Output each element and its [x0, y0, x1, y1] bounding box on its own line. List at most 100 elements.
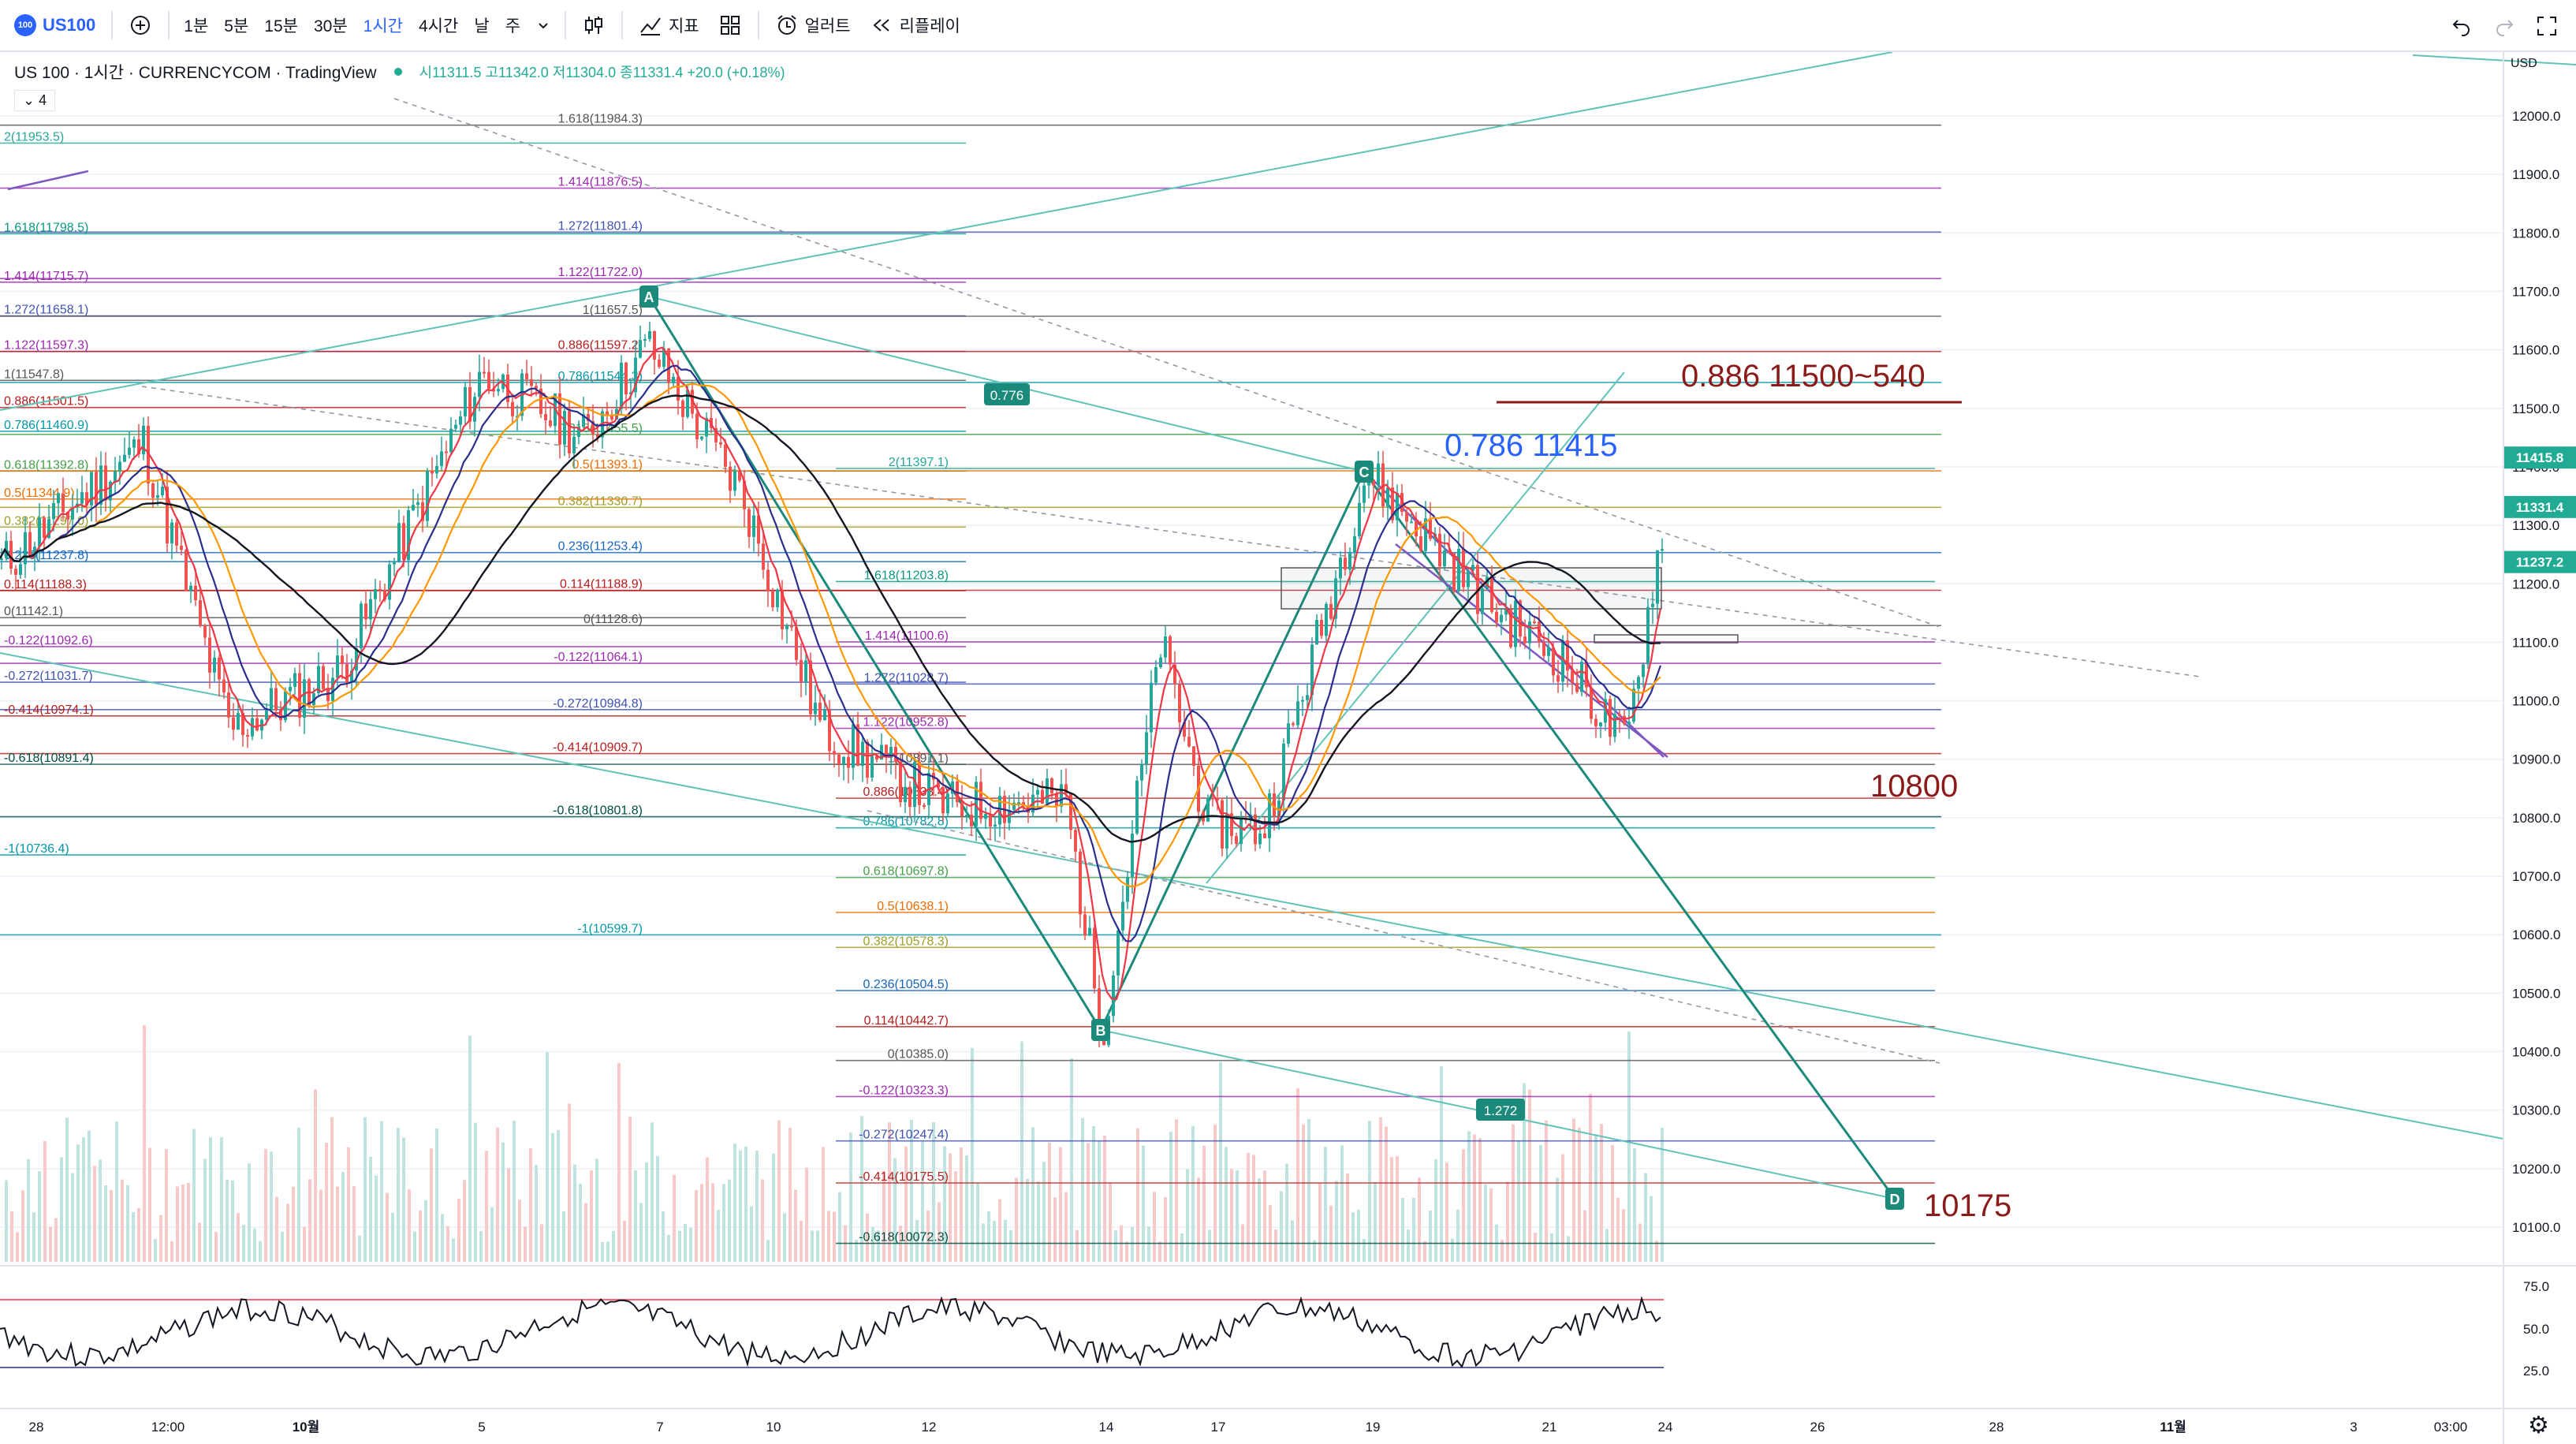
currency-label[interactable]: USD	[2511, 57, 2537, 70]
replay-button[interactable]: 리플레이	[860, 0, 970, 51]
interval-button[interactable]: 30분	[313, 17, 348, 35]
volume-bar	[231, 1180, 234, 1262]
time-tick-label: 12	[922, 1420, 937, 1435]
interval-button[interactable]: 1분	[184, 17, 209, 35]
candle-body	[1504, 609, 1508, 615]
price-chart[interactable]: 2(11953.5) 1.618(11798.5) 1.414(11715.7) 1.…	[0, 52, 2576, 1444]
interval-button[interactable]: 주	[505, 17, 520, 35]
legend-collapse-toggle[interactable]: ⌄ 4	[14, 90, 56, 111]
fib-mid-label: 1.618(11984.3)	[558, 113, 643, 126]
dashed-channel	[393, 98, 1940, 628]
candle-body	[757, 515, 760, 544]
volume-bar	[1489, 1188, 1493, 1262]
candle-body	[449, 428, 453, 453]
volume-bar	[474, 1122, 477, 1262]
candle-body	[937, 779, 940, 788]
fib-left-label: 1.618(11798.5)	[4, 221, 88, 234]
interval-button[interactable]: 4시간	[418, 17, 459, 35]
volume-bar	[1390, 1157, 1393, 1262]
legend-title: US 100 · 1시간 · CURRENCYCOM · TradingView	[14, 64, 377, 82]
candle-body	[43, 517, 46, 539]
redo-button[interactable]	[2483, 0, 2526, 52]
volume-bar	[524, 1226, 527, 1262]
candle-body	[762, 543, 765, 570]
undo-button[interactable]	[2440, 0, 2483, 52]
interval-button[interactable]: 5분	[224, 17, 249, 35]
compare-symbol-button[interactable]	[119, 0, 162, 51]
volume-bar	[65, 1118, 69, 1262]
volume-bar	[259, 1241, 262, 1262]
volume-bar	[562, 1211, 565, 1262]
time-tick-label: 03:00	[2434, 1420, 2468, 1435]
candle-body	[525, 373, 528, 379]
volume-bar	[264, 1148, 267, 1262]
candle-body	[1590, 687, 1593, 719]
point-d-label-box	[1885, 1188, 1904, 1210]
candle-body	[1022, 802, 1025, 806]
interval-dropdown[interactable]	[528, 0, 558, 51]
price-badge-label: 11331.4	[2516, 500, 2564, 515]
volume-bar	[595, 1159, 598, 1262]
candle-body	[9, 540, 13, 569]
volume-bar	[662, 1211, 665, 1262]
volume-bar	[1363, 1238, 1366, 1262]
interval-button[interactable]: 날	[474, 17, 490, 35]
candle-body	[998, 796, 1001, 825]
volume-bar	[1583, 1210, 1586, 1262]
chart-legend: US 100 · 1시간 · CURRENCYCOM · TradingView…	[14, 60, 785, 84]
interval-button[interactable]: 1시간	[363, 17, 403, 35]
fib-right-label: 0.618(10697.8)	[863, 865, 949, 879]
volume-bar	[1274, 1229, 1277, 1262]
market-status-icon	[393, 68, 402, 76]
indicators-button[interactable]: 지표	[629, 0, 709, 51]
volume-bar	[408, 1189, 411, 1262]
toolbar-divider	[168, 11, 170, 39]
candle-body	[1599, 722, 1602, 726]
candle-body	[1396, 492, 1399, 521]
candle-body	[1448, 550, 1451, 554]
candle-body	[1235, 836, 1238, 845]
volume-bar	[673, 1174, 676, 1262]
annotation-target-886[interactable]: 0.886 11500~540	[1681, 359, 1925, 394]
candle-body	[123, 454, 126, 462]
chart-type-button[interactable]	[572, 0, 615, 51]
settings-gear-icon[interactable]: ⚙	[2528, 1412, 2549, 1438]
alerts-label: 얼러트	[804, 17, 851, 35]
symbol-selector[interactable]: 100 US100	[0, 0, 105, 51]
volume-bar	[154, 1239, 157, 1262]
fib-right-label: 1.122(10952.8)	[863, 716, 949, 729]
annotation-level-10175[interactable]: 10175	[1924, 1188, 2012, 1223]
annotation-target-786[interactable]: 0.786 11415	[1445, 428, 1618, 463]
candle-body	[1178, 684, 1181, 722]
rsi-tick-label: 25.0	[2523, 1364, 2549, 1379]
volume-bar	[275, 1196, 278, 1262]
interval-button[interactable]: 15분	[264, 17, 298, 35]
candle-body	[1164, 636, 1167, 658]
plus-circle-icon	[131, 16, 151, 35]
volume-bar	[788, 1128, 792, 1262]
candle-body	[1424, 518, 1427, 551]
volume-bar	[1230, 1169, 1233, 1262]
volume-bar	[104, 1185, 107, 1262]
annotation-level-10800[interactable]: 10800	[1870, 769, 1959, 804]
alerts-button[interactable]: 얼러트	[766, 0, 860, 51]
chevron-down-icon: ⌄	[23, 92, 35, 108]
candle-body	[227, 692, 230, 718]
fib-left-label: 0.786(11460.9)	[4, 419, 88, 432]
candle-body	[345, 664, 349, 683]
candle-body	[800, 659, 803, 683]
candle-body	[128, 447, 131, 455]
candle-body	[85, 492, 88, 506]
candle-body	[1306, 695, 1309, 700]
candle-body	[1391, 487, 1394, 521]
point-c-label-box	[1355, 461, 1374, 483]
price-tick-label: 11700.0	[2512, 284, 2559, 299]
candle-body	[1339, 558, 1342, 579]
price-badge-label: 11415.8	[2516, 450, 2564, 465]
volume-bar	[639, 1203, 643, 1262]
candle-body	[719, 442, 722, 445]
time-tick-label: 14	[1099, 1420, 1114, 1435]
layouts-button[interactable]	[709, 0, 751, 51]
fib-left-label: 1.272(11658.1)	[4, 304, 88, 317]
fullscreen-button[interactable]	[2526, 0, 2576, 52]
